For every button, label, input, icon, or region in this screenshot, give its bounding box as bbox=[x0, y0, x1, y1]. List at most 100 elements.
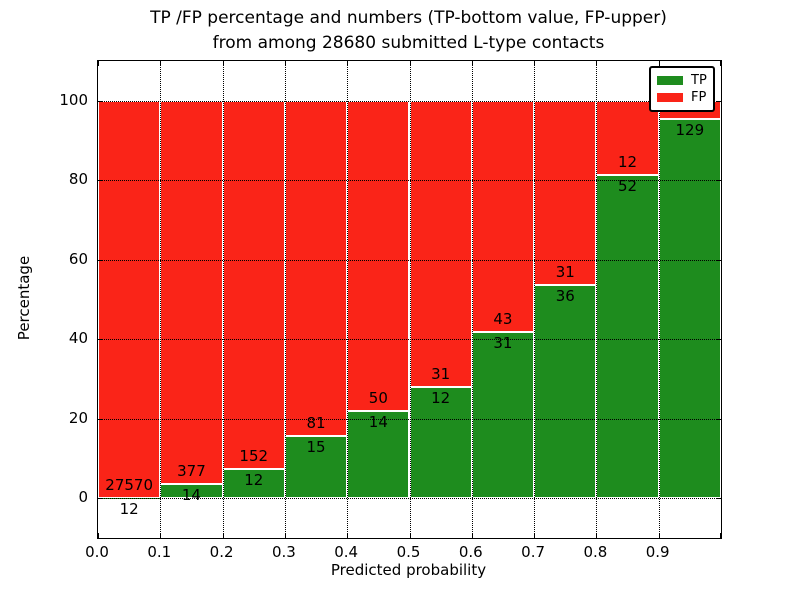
v-gridline bbox=[409, 61, 411, 538]
v-gridline bbox=[596, 61, 598, 538]
fp-count-label: 27570 bbox=[105, 476, 153, 495]
x-tick-label: 0.7 bbox=[521, 543, 546, 561]
v-gridline bbox=[471, 61, 473, 538]
x-tick-mark bbox=[98, 61, 99, 66]
fp-bar-segment bbox=[98, 100, 161, 499]
fp-count-label: 152 bbox=[239, 447, 269, 466]
x-tick-mark bbox=[222, 533, 224, 538]
x-tick-label: 0.6 bbox=[458, 543, 483, 561]
v-gridline bbox=[284, 61, 286, 538]
fp-count-label: 377 bbox=[177, 461, 206, 480]
legend-item-fp: FP bbox=[657, 89, 707, 106]
x-tick-label: 0.2 bbox=[209, 543, 234, 561]
x-tick-mark bbox=[347, 533, 349, 538]
y-tick-mark bbox=[98, 339, 103, 341]
y-tick-mark bbox=[98, 498, 103, 500]
fp-count-label: 81 bbox=[306, 414, 326, 433]
gridlines-layer bbox=[98, 61, 721, 538]
x-tick-mark bbox=[720, 533, 721, 538]
y-tick-mark bbox=[98, 100, 103, 102]
y-tick-mark bbox=[98, 180, 103, 182]
tp-count-label: 31 bbox=[493, 333, 513, 352]
x-tick-mark bbox=[160, 61, 162, 66]
fp-count-label: 31 bbox=[431, 365, 451, 384]
x-tick-mark bbox=[284, 533, 286, 538]
y-tick-label: 0 bbox=[78, 488, 88, 507]
x-tick-mark bbox=[284, 61, 286, 66]
x-axis-label: Predicted probability bbox=[330, 561, 487, 579]
x-tick-mark bbox=[596, 61, 598, 66]
v-gridline bbox=[658, 61, 660, 538]
fp-bar-segment bbox=[160, 100, 223, 484]
tp-legend-label: TP bbox=[691, 73, 707, 88]
y-tick-mark bbox=[716, 180, 721, 182]
legend-item-tp: TP bbox=[657, 72, 707, 89]
x-tick-mark bbox=[658, 61, 660, 66]
fp-count-label: 43 bbox=[493, 309, 513, 328]
tp-count-label: 12 bbox=[244, 471, 264, 490]
x-tick-mark bbox=[471, 533, 473, 538]
v-gridline bbox=[347, 61, 349, 538]
tp-count-label: 129 bbox=[675, 121, 705, 140]
y-tick-mark bbox=[716, 498, 721, 500]
v-gridline bbox=[222, 61, 224, 538]
tp-legend-swatch bbox=[657, 76, 683, 85]
y-tick-label: 40 bbox=[68, 329, 88, 348]
x-tick-label: 0.3 bbox=[271, 543, 296, 561]
y-tick-label: 100 bbox=[59, 90, 88, 109]
tp-count-label: 36 bbox=[555, 286, 575, 305]
tp-bar-segment bbox=[284, 436, 348, 499]
fp-count-label: 50 bbox=[368, 389, 388, 408]
x-tick-label: 0.4 bbox=[334, 543, 359, 561]
x-tick-mark bbox=[471, 61, 473, 66]
tp-bar-segment bbox=[222, 469, 285, 499]
fp-count-label: 31 bbox=[555, 262, 575, 281]
tp-count-label: 14 bbox=[368, 413, 388, 432]
tick-marks-layer bbox=[98, 61, 721, 538]
fp-legend-label: FP bbox=[691, 90, 707, 105]
x-tick-mark bbox=[409, 61, 411, 66]
x-tick-mark bbox=[409, 533, 411, 538]
tp-count-label: 14 bbox=[181, 485, 201, 504]
x-tick-mark bbox=[658, 533, 660, 538]
x-tick-mark bbox=[222, 61, 224, 66]
x-tick-mark bbox=[347, 61, 349, 66]
x-tick-mark bbox=[98, 533, 99, 538]
x-tick-mark bbox=[534, 61, 536, 66]
tp-bar-segment bbox=[471, 331, 535, 499]
tp-bar-segment bbox=[658, 119, 721, 499]
y-tick-label: 20 bbox=[68, 408, 88, 427]
x-tick-mark bbox=[534, 533, 536, 538]
x-tick-label: 0.1 bbox=[147, 543, 172, 561]
x-tick-mark bbox=[596, 533, 598, 538]
plot-area: 27570 12 377 14 152 12 81 15 50 14 31 12 43 31 31 36 12 5… bbox=[97, 60, 722, 539]
fp-legend-swatch bbox=[657, 93, 683, 102]
y-tick-mark bbox=[716, 418, 721, 420]
legend: TP FP bbox=[649, 66, 715, 112]
x-tick-mark bbox=[160, 533, 162, 538]
bar-labels-layer: 27570 12 377 14 152 12 81 15 50 14 31 12 43 31 31 36 12 5… bbox=[98, 61, 721, 538]
y-tick-mark bbox=[716, 100, 721, 102]
y-tick-label: 60 bbox=[68, 249, 88, 268]
v-gridline bbox=[534, 61, 536, 538]
x-tick-mark bbox=[720, 61, 721, 66]
chart-title-line1: TP /FP percentage and numbers (TP-bottom… bbox=[150, 8, 667, 28]
y-tick-mark bbox=[716, 339, 721, 341]
fp-bar-segment bbox=[222, 100, 285, 470]
y-tick-mark bbox=[98, 418, 103, 420]
v-gridline bbox=[160, 61, 162, 538]
y-axis-label: Percentage bbox=[15, 255, 33, 341]
tp-count-label: 52 bbox=[617, 177, 638, 196]
tp-count-label: 12 bbox=[431, 389, 451, 408]
y-tick-mark bbox=[98, 259, 103, 261]
y-tick-mark bbox=[716, 259, 721, 261]
fp-bar-segment bbox=[471, 100, 535, 332]
tp-count-label: 15 bbox=[306, 438, 326, 457]
chart-title-line2: from among 28680 submitted L-type contac… bbox=[212, 33, 605, 53]
x-tick-label: 0.9 bbox=[645, 543, 670, 561]
tp-bar-segment bbox=[534, 284, 597, 499]
x-tick-label: 0.5 bbox=[396, 543, 421, 561]
x-tick-label: 0.0 bbox=[85, 543, 109, 561]
fp-count-label: 12 bbox=[617, 153, 638, 172]
